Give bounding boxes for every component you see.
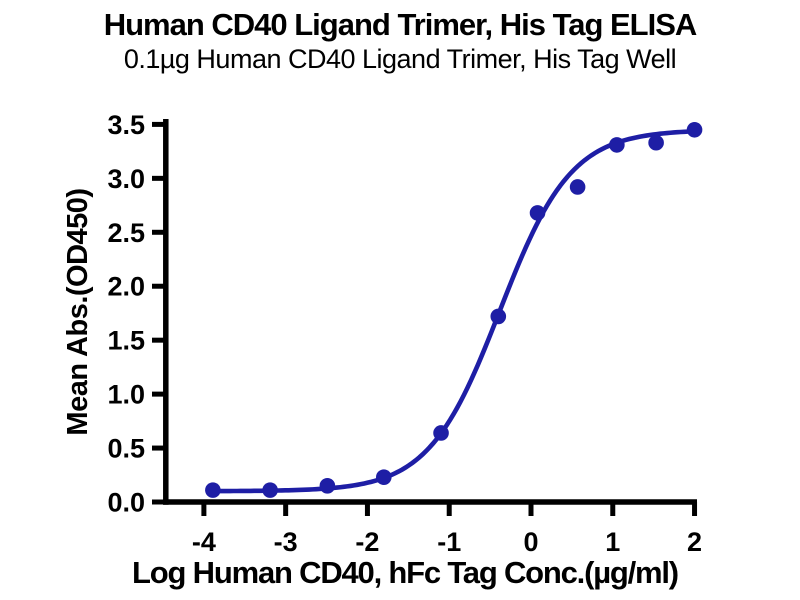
x-tick-label: 1 bbox=[605, 527, 620, 557]
y-tick-label: 0.0 bbox=[107, 488, 145, 518]
data-point bbox=[205, 482, 221, 498]
x-tick-label: 0 bbox=[523, 527, 538, 557]
data-point bbox=[375, 469, 392, 485]
y-tick-label: 3.0 bbox=[107, 164, 145, 194]
y-tick-label: 2.5 bbox=[107, 218, 145, 248]
data-point bbox=[319, 478, 336, 494]
data-point bbox=[490, 308, 507, 325]
data-point bbox=[609, 137, 625, 153]
fit-curve bbox=[210, 128, 697, 494]
y-axis-label: Mean Abs.(OD450) bbox=[62, 188, 94, 436]
data-point bbox=[529, 205, 546, 221]
chart-title: Human CD40 Ligand Trimer, His Tag ELISA bbox=[103, 7, 698, 42]
x-tick-label: -3 bbox=[274, 527, 298, 557]
data-point bbox=[569, 179, 586, 195]
data-point bbox=[262, 482, 278, 498]
x-tick-label: 2 bbox=[687, 527, 702, 557]
y-tick-label: 3.5 bbox=[107, 110, 145, 140]
x-tick-label: -1 bbox=[437, 527, 461, 557]
y-tick-label: 1.5 bbox=[107, 326, 145, 356]
data-point bbox=[686, 121, 703, 138]
x-tick-label: -4 bbox=[192, 527, 216, 557]
y-tick-label: 2.0 bbox=[107, 272, 145, 302]
y-tick-label: 1.0 bbox=[107, 380, 145, 410]
y-tick-label: 0.5 bbox=[107, 434, 145, 464]
x-tick-label: -2 bbox=[355, 527, 379, 557]
data-point bbox=[433, 425, 449, 441]
x-axis-label: Log Human CD40, hFc Tag Conc.(µg/ml) bbox=[132, 555, 679, 590]
chart-subtitle: 0.1µg Human CD40 Ligand Trimer, His Tag … bbox=[123, 44, 677, 74]
data-point bbox=[648, 134, 664, 151]
